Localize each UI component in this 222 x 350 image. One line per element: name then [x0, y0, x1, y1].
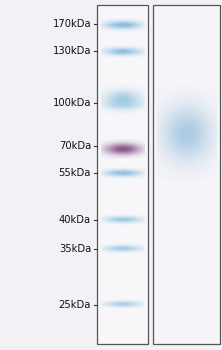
- Text: 35kDa: 35kDa: [59, 244, 91, 254]
- Text: 100kDa: 100kDa: [53, 98, 91, 108]
- Bar: [153, 5, 220, 344]
- Text: 25kDa: 25kDa: [59, 300, 91, 310]
- Text: 40kDa: 40kDa: [59, 215, 91, 225]
- Text: 130kDa: 130kDa: [53, 46, 91, 56]
- Text: 70kDa: 70kDa: [59, 141, 91, 151]
- Bar: [97, 5, 148, 344]
- Text: 170kDa: 170kDa: [52, 19, 91, 29]
- Text: 55kDa: 55kDa: [59, 168, 91, 178]
